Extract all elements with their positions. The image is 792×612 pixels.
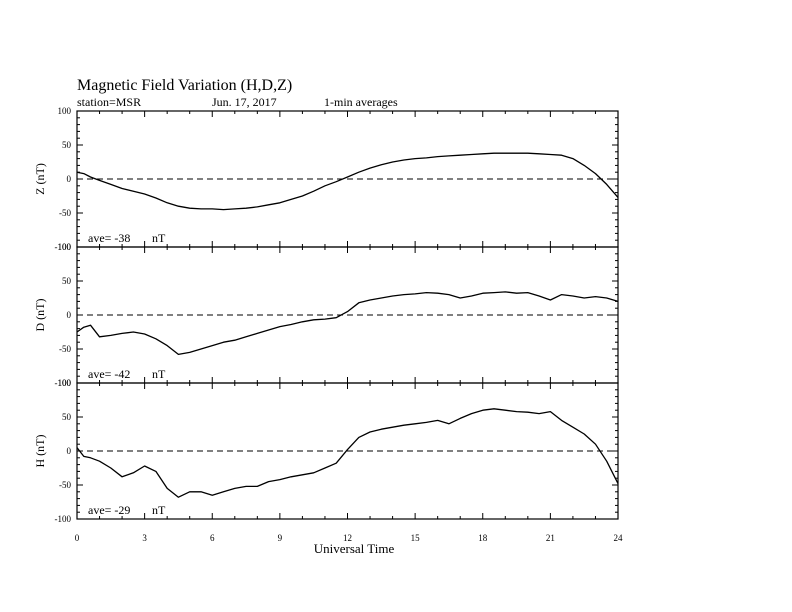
x-tick-label: 3 [142,533,147,543]
x-axis: 0 3 6 9 12 15 18 21 24 [75,533,623,543]
average-label: ave= -38 [88,231,130,245]
y-tick-label: 100 [58,242,72,252]
x-axis-label: Universal Time [314,541,395,556]
y-tick-label: 100 [58,378,72,388]
panel-d: 100 50 0 -50 -100 D (nT) ave= -42 nT [33,242,619,388]
series-line-d [76,291,619,356]
station-label: station=MSR [77,95,141,109]
x-tick-label: 6 [210,533,215,543]
panel-h: 100 50 0 -50 -100 H (nT) ave= -29 nT [33,378,619,524]
x-tick-label: 12 [343,533,352,543]
y-axis-label: D (nT) [33,299,47,332]
y-tick-label: -50 [59,208,71,218]
x-tick-label: 18 [478,533,488,543]
chart-title: Magnetic Field Variation (H,D,Z) [77,77,292,94]
y-tick-label: 50 [62,140,72,150]
y-axis-label: Z (nT) [33,163,47,195]
series-line-z [76,152,619,211]
x-tick-label: 9 [278,533,283,543]
panels-group: 100 50 0 -50 -100 Z (nT) ave= -38 nT 100 50 0 -50 -1… [33,106,619,524]
y-tick-label: -50 [59,480,71,490]
averaging-label: 1-min averages [324,95,398,109]
y-tick-label: 50 [62,412,72,422]
y-tick-label: -100 [55,514,72,524]
y-tick-label: -100 [55,242,72,252]
y-tick-label: 0 [67,446,72,456]
y-axis-label: H (nT) [33,435,47,468]
y-tick-label: 100 [58,106,72,116]
x-tick-label: 24 [614,533,624,543]
y-tick-label: 50 [62,276,72,286]
y-tick-label: -50 [59,344,71,354]
average-label: ave= -42 [88,367,130,381]
y-tick-label: 0 [67,310,72,320]
average-label: ave= -29 [88,503,130,517]
x-tick-label: 21 [546,533,555,543]
average-unit: nT [152,231,166,245]
panel-z: 100 50 0 -50 -100 Z (nT) ave= -38 nT [33,106,619,252]
x-tick-label: 0 [75,533,80,543]
y-tick-label: 0 [67,174,72,184]
average-unit: nT [152,367,166,381]
x-tick-label: 15 [411,533,421,543]
y-tick-label: -100 [55,378,72,388]
date-label: Jun. 17, 2017 [212,95,277,109]
average-unit: nT [152,503,166,517]
series-line-h [76,408,619,498]
